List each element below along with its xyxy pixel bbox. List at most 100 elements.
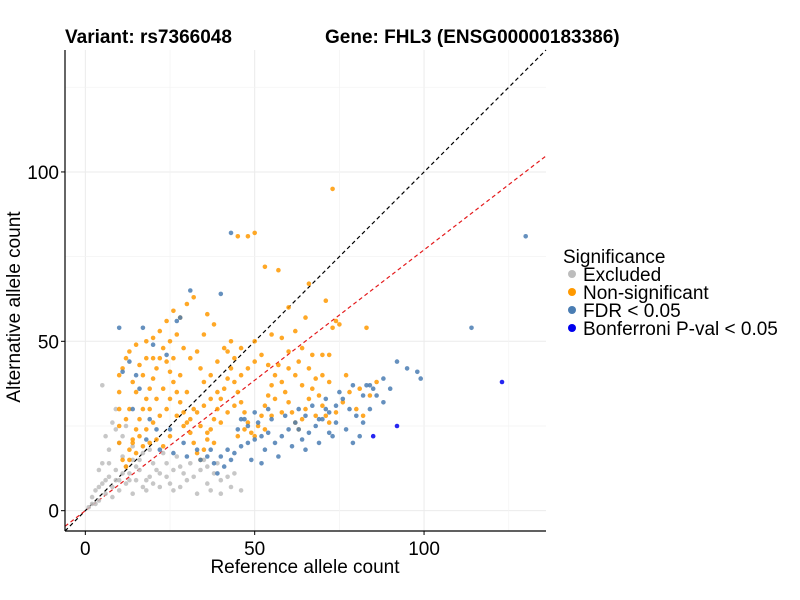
data-point — [367, 383, 373, 388]
legend-key — [568, 306, 576, 314]
data-point — [150, 355, 156, 361]
data-point — [354, 413, 359, 419]
data-point — [245, 420, 251, 425]
data-point — [188, 430, 193, 436]
data-points — [86, 186, 528, 510]
data-point — [276, 362, 281, 368]
data-point — [394, 423, 400, 429]
data-point — [357, 386, 363, 392]
legend-label: Non-significant — [583, 283, 709, 304]
data-point — [144, 427, 149, 432]
data-point — [235, 234, 241, 239]
data-point — [228, 366, 234, 371]
data-point — [337, 389, 342, 395]
data-point — [194, 447, 200, 453]
data-point — [164, 474, 169, 480]
data-point — [310, 403, 315, 409]
data-point — [499, 379, 505, 385]
data-point — [191, 440, 196, 446]
data-point — [215, 471, 220, 476]
data-point — [116, 389, 122, 395]
data-point — [144, 355, 149, 361]
data-point — [133, 477, 139, 483]
data-point — [188, 355, 193, 361]
data-point — [303, 413, 308, 419]
data-point — [303, 406, 308, 412]
data-point — [194, 450, 200, 456]
data-point — [133, 464, 139, 469]
data-point — [147, 386, 152, 392]
data-point — [208, 396, 213, 402]
data-point — [238, 444, 244, 449]
data-point — [89, 494, 95, 500]
data-point — [323, 413, 329, 419]
data-point — [296, 406, 302, 412]
data-point — [116, 372, 122, 378]
data-point — [181, 410, 186, 415]
data-point — [211, 461, 217, 466]
data-point — [370, 433, 376, 439]
data-point — [174, 332, 180, 337]
data-point — [171, 355, 176, 361]
data-point — [289, 444, 295, 449]
data-point — [306, 430, 312, 436]
data-point — [228, 339, 234, 344]
data-point — [188, 288, 193, 293]
data-point — [218, 477, 224, 483]
data-point — [364, 325, 369, 331]
data-point — [110, 484, 115, 490]
data-point — [306, 396, 312, 402]
data-point — [211, 322, 217, 327]
data-point — [286, 305, 291, 310]
data-point — [343, 372, 349, 378]
data-point — [150, 335, 156, 341]
data-point — [215, 359, 220, 364]
data-point — [276, 267, 281, 273]
chart-titles: Variant: rs7366048 Gene: FHL3 (ENSG00000… — [65, 27, 620, 48]
data-point — [116, 406, 122, 412]
data-point — [123, 464, 129, 469]
data-point — [100, 383, 105, 388]
data-point — [160, 450, 166, 456]
data-point — [211, 471, 217, 476]
data-point — [130, 491, 135, 497]
data-point — [205, 464, 210, 469]
data-point — [127, 406, 132, 412]
data-point — [316, 416, 322, 422]
data-point — [188, 416, 193, 422]
data-point — [164, 352, 169, 358]
data-point — [137, 386, 142, 392]
data-point — [272, 396, 278, 402]
data-point — [120, 433, 125, 439]
data-point — [523, 234, 528, 239]
data-point — [181, 345, 186, 351]
data-point — [228, 484, 234, 490]
data-point — [360, 393, 366, 398]
data-point — [201, 403, 207, 409]
data-point — [252, 339, 257, 344]
data-point — [282, 389, 288, 395]
data-point — [140, 450, 146, 456]
data-point — [374, 379, 379, 385]
data-point — [262, 264, 268, 270]
data-point — [381, 400, 386, 405]
data-point — [387, 386, 393, 392]
data-point — [103, 491, 108, 497]
data-point — [171, 308, 176, 314]
data-point — [120, 471, 125, 476]
data-point — [259, 461, 264, 466]
data-point — [306, 366, 312, 371]
data-point — [282, 413, 288, 419]
data-point — [110, 420, 115, 425]
data-point — [191, 474, 196, 480]
data-point — [238, 488, 244, 493]
data-point — [120, 369, 125, 375]
data-point — [150, 420, 156, 425]
data-point — [357, 433, 363, 439]
data-point — [211, 416, 217, 422]
data-point — [320, 403, 325, 409]
data-point — [167, 433, 173, 439]
data-point — [370, 386, 376, 392]
data-point — [103, 433, 108, 439]
